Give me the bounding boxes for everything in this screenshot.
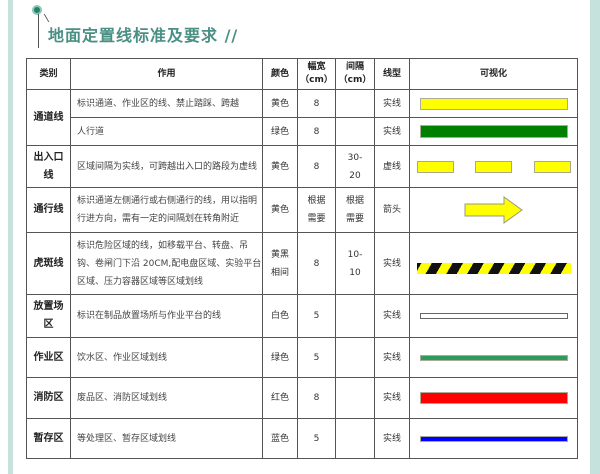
cell-type: 实线 bbox=[374, 232, 410, 295]
table-row: 暂存区 等处理区、暂存区域划线 蓝色 5 实线 bbox=[26, 418, 578, 459]
table-row: 人行道 绿色 8 实线 bbox=[27, 117, 578, 146]
cell-visual bbox=[409, 232, 578, 295]
table-row: 通行线 标识通道左侧通行或右侧通行的线，用以指明行进方向，需有一定的间隔划在转角附… bbox=[26, 187, 578, 233]
cell-interval bbox=[335, 418, 375, 459]
cell-category: 暂存区 bbox=[26, 418, 71, 459]
cell-type: 虚线 bbox=[374, 145, 410, 188]
cell-color: 黄黑相间 bbox=[262, 232, 298, 295]
cell-visual bbox=[409, 294, 578, 338]
cell-interval: 根据需要 bbox=[335, 187, 375, 233]
cell-width: 5 bbox=[297, 418, 336, 459]
cell-width: 5 bbox=[297, 337, 336, 378]
cell-usage: 标识危险区域的线，如移载平台、转盘、吊钩、卷闸门下沿 20CM,配电盘区域、实验… bbox=[70, 232, 263, 295]
arrow-icon bbox=[464, 196, 523, 224]
cell-category: 通道线 bbox=[26, 89, 71, 146]
cell-category: 通行线 bbox=[26, 187, 71, 233]
cell-category: 消防区 bbox=[26, 377, 71, 419]
cell-interval bbox=[335, 337, 375, 378]
cell-color: 黄色 bbox=[262, 89, 298, 118]
cell-interval bbox=[335, 89, 375, 118]
cell-width: 5 bbox=[297, 294, 336, 338]
cell-color: 红色 bbox=[262, 377, 298, 419]
solid-line-sample bbox=[419, 435, 568, 442]
cell-type: 实线 bbox=[374, 377, 410, 419]
cell-usage: 区域间隔为实线，可跨越出入口的路段为虚线 bbox=[70, 145, 263, 188]
cell-width: 8 bbox=[297, 145, 336, 188]
cell-type: 实线 bbox=[374, 117, 410, 146]
cell-usage: 饮水区、作业区域划线 bbox=[70, 337, 263, 378]
cell-interval bbox=[335, 377, 375, 419]
header-usage: 作用 bbox=[70, 58, 263, 90]
left-accent-bar bbox=[8, 0, 13, 474]
floor-line-standards-table: 类别 作用 颜色 幅宽（cm） 间隔（cm） 线型 可视化 通道线 标识通道、作业… bbox=[26, 58, 578, 459]
cell-usage: 标识在制品放置场所与作业平台的线 bbox=[70, 294, 263, 338]
header-width: 幅宽（cm） bbox=[297, 58, 336, 90]
table-row: 虎斑线 标识危险区域的线，如移载平台、转盘、吊钩、卷闸门下沿 20CM,配电盘区域… bbox=[26, 232, 578, 295]
table-row: 消防区 废品区、消防区域划线 红色 8 实线 bbox=[26, 377, 578, 419]
title-connector bbox=[38, 14, 46, 48]
cell-visual bbox=[409, 418, 578, 459]
header-type: 线型 bbox=[374, 58, 410, 90]
cell-type: 实线 bbox=[374, 294, 410, 338]
cell-type: 实线 bbox=[374, 89, 410, 118]
cell-color: 蓝色 bbox=[262, 418, 298, 459]
page-title: 地面定置线标准及要求 // bbox=[48, 26, 239, 45]
header-category: 类别 bbox=[26, 58, 71, 90]
hazard-stripe-sample bbox=[416, 263, 571, 274]
cell-visual bbox=[409, 337, 578, 378]
cell-color: 白色 bbox=[262, 294, 298, 338]
cell-width: 8 bbox=[297, 232, 336, 295]
cell-usage: 人行道 bbox=[70, 117, 263, 146]
cell-category: 虎斑线 bbox=[26, 232, 71, 295]
dashed-line-sample bbox=[416, 160, 571, 173]
cell-interval bbox=[335, 117, 375, 146]
cell-visual bbox=[409, 145, 578, 188]
cell-color: 绿色 bbox=[262, 117, 298, 146]
cell-category: 出入口线 bbox=[26, 145, 71, 188]
cell-usage: 标识通道左侧通行或右侧通行的线，用以指明行进方向，需有一定的间隔划在转角附近 bbox=[70, 187, 263, 233]
solid-line-sample bbox=[419, 97, 568, 110]
cell-visual bbox=[409, 89, 578, 118]
cell-category: 放置场区 bbox=[26, 294, 71, 338]
header-color: 颜色 bbox=[262, 58, 298, 90]
cell-type: 实线 bbox=[374, 418, 410, 459]
solid-line-sample bbox=[419, 354, 568, 361]
cell-usage: 等处理区、暂存区域划线 bbox=[70, 418, 263, 459]
cell-type: 实线 bbox=[374, 337, 410, 378]
cell-usage: 废品区、消防区域划线 bbox=[70, 377, 263, 419]
cell-color: 黄色 bbox=[262, 187, 298, 233]
cell-color: 绿色 bbox=[262, 337, 298, 378]
table-row: 出入口线 区域间隔为实线，可跨越出入口的路段为虚线 黄色 8 30-20 虚线 bbox=[26, 145, 578, 188]
cell-interval: 30-20 bbox=[335, 145, 375, 188]
solid-line-sample bbox=[419, 125, 568, 138]
header-visual: 可视化 bbox=[409, 58, 578, 90]
header-interval: 间隔（cm） bbox=[335, 58, 375, 90]
cell-usage: 标识通道、作业区的线、禁止踏踩、跨越 bbox=[70, 89, 263, 118]
cell-type: 箭头 bbox=[374, 187, 410, 233]
table-row: 通道线 标识通道、作业区的线、禁止踏踩、跨越 黄色 8 实线 bbox=[26, 89, 578, 146]
cell-width: 8 bbox=[297, 377, 336, 419]
table-row: 作业区 饮水区、作业区域划线 绿色 5 实线 bbox=[26, 337, 578, 378]
cell-visual bbox=[409, 377, 578, 419]
right-accent-bar bbox=[590, 0, 600, 474]
cell-color: 黄色 bbox=[262, 145, 298, 188]
solid-line-sample bbox=[419, 392, 568, 404]
cell-interval: 10-10 bbox=[335, 232, 375, 295]
cell-interval bbox=[335, 294, 375, 338]
cell-category: 作业区 bbox=[26, 337, 71, 378]
cell-visual bbox=[409, 187, 578, 233]
solid-line-sample bbox=[419, 313, 568, 319]
cell-width: 8 bbox=[297, 117, 336, 146]
cell-visual bbox=[409, 117, 578, 146]
cell-width: 8 bbox=[297, 89, 336, 118]
table-row: 放置场区 标识在制品放置场所与作业平台的线 白色 5 实线 bbox=[26, 294, 578, 338]
cell-width: 根据需要 bbox=[297, 187, 336, 233]
